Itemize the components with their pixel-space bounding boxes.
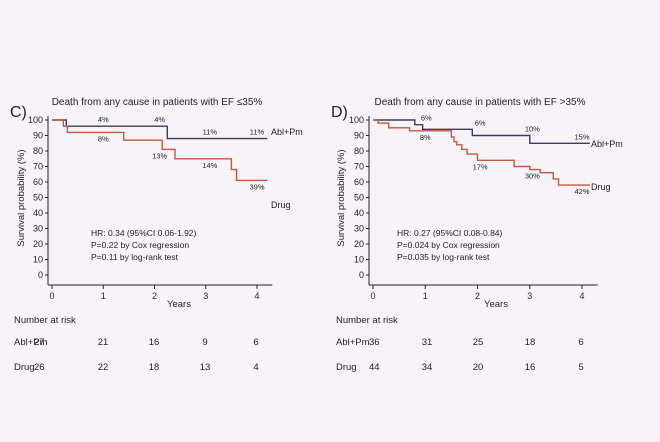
chart-title: Death from any cause in patients with EF…	[375, 97, 586, 108]
y-tick-label: 50	[354, 193, 364, 203]
x-tick-label: 0	[370, 291, 375, 301]
annotation-label: 4%	[98, 115, 109, 124]
risk-value: 18	[149, 362, 160, 373]
x-tick-label: 3	[203, 291, 208, 301]
x-tick-label: 2	[475, 291, 480, 301]
risk-value: 22	[98, 362, 109, 373]
y-tick-label: 0	[359, 270, 364, 280]
risk-value: 4	[253, 362, 258, 373]
risk-value: 36	[369, 337, 380, 348]
y-axis-label: Survival probability (%)	[16, 149, 27, 246]
risk-row-label: Drug	[336, 362, 357, 373]
y-tick-label: 60	[33, 177, 43, 187]
risk-value: 31	[422, 337, 433, 348]
annotation-label: 4%	[154, 115, 165, 124]
y-tick-label: 10	[33, 255, 43, 265]
annotation-label: 17%	[473, 162, 488, 171]
series-label: Drug	[591, 182, 611, 192]
risk-row-label: Abl+Pm	[14, 337, 48, 348]
panel-label: D)	[331, 104, 348, 121]
x-tick-label: 4	[579, 291, 584, 301]
series-line-drug	[52, 119, 268, 182]
series-label: Abl+Pm	[591, 139, 623, 149]
annotation-label: 10%	[525, 125, 540, 134]
risk-value: 25	[473, 337, 484, 348]
risk-value: 44	[369, 362, 380, 373]
risk-value: 16	[525, 362, 536, 373]
panel-d: D) Death from any cause in patients with…	[331, 97, 623, 373]
y-tick-label: 10	[354, 255, 364, 265]
y-tick-label: 60	[354, 177, 364, 187]
y-tick-label: 30	[354, 224, 364, 234]
series-label: Drug	[271, 200, 291, 210]
y-tick-label: 90	[33, 131, 43, 141]
annotation-label: 6%	[475, 118, 486, 127]
annotation-label: 11%	[250, 128, 265, 137]
risk-table-header: Number at risk	[14, 315, 76, 326]
x-tick-label: 2	[152, 291, 157, 301]
series-line-drug	[373, 119, 590, 186]
risk-value: 13	[200, 362, 211, 373]
y-tick-label: 90	[354, 131, 364, 141]
x-tick-label: 1	[423, 291, 428, 301]
chart-title: Death from any cause in patients with EF…	[52, 97, 263, 108]
risk-value: 6	[578, 337, 583, 348]
risk-value: 20	[473, 362, 484, 373]
risk-value: 6	[253, 337, 258, 348]
annotation-label: 14%	[202, 161, 217, 170]
y-tick-label: 0	[38, 270, 43, 280]
risk-value: 5	[578, 362, 583, 373]
risk-value: 27	[34, 337, 45, 348]
y-tick-label: 100	[28, 115, 43, 125]
annotation-label: 13%	[152, 151, 167, 160]
risk-value: 9	[202, 337, 207, 348]
risk-row-label: Drug	[14, 362, 35, 373]
series-label: Abl+Pm	[271, 127, 303, 137]
panel-c: C) Death from any cause in patients with…	[10, 97, 303, 373]
annotation-label: 11%	[203, 128, 218, 137]
x-tick-label: 0	[49, 291, 54, 301]
x-tick-label: 3	[527, 291, 532, 301]
risk-value: 16	[149, 337, 160, 348]
annotation-label: 30%	[525, 172, 540, 181]
y-tick-label: 70	[33, 162, 43, 172]
x-axis-label: Years	[167, 299, 191, 310]
y-tick-label: 30	[33, 224, 43, 234]
x-axis-label: Years	[484, 299, 508, 310]
annotation-label: 15%	[574, 132, 589, 141]
risk-value: 21	[98, 337, 109, 348]
annotation-label: 42%	[574, 187, 589, 196]
risk-value: 34	[422, 362, 433, 373]
risk-value: 18	[525, 337, 536, 348]
stats-cox: P=0.22 by Cox regression	[91, 240, 189, 250]
annotation-label: 39%	[249, 182, 264, 191]
stats-hr: HR: 0.34 (95%CI 0.06-1.92)	[91, 228, 197, 238]
x-tick-label: 1	[101, 291, 106, 301]
annotation-label: 6%	[421, 114, 432, 123]
y-tick-label: 100	[349, 115, 364, 125]
y-tick-label: 50	[33, 193, 43, 203]
y-tick-label: 40	[354, 208, 364, 218]
annotation-label: 8%	[98, 134, 109, 143]
y-tick-label: 80	[33, 146, 43, 156]
y-tick-label: 20	[33, 239, 43, 249]
risk-value: 26	[34, 362, 45, 373]
stats-hr: HR: 0.27 (95%CI 0.08-0.84)	[397, 228, 503, 238]
y-tick-label: 40	[33, 208, 43, 218]
stats-cox: P=0.024 by Cox regression	[397, 240, 500, 250]
annotation-label: 8%	[420, 133, 431, 142]
x-tick-label: 4	[254, 291, 259, 301]
series-line-abl-pm	[373, 119, 590, 144]
y-axis-label: Survival probability (%)	[336, 149, 347, 246]
risk-row-label: Abl+Pm	[336, 337, 370, 348]
y-tick-label: 80	[354, 146, 364, 156]
stats-logrank: P=0.035 by log-rank test	[397, 252, 490, 262]
y-tick-label: 70	[354, 162, 364, 172]
panel-label: C)	[10, 104, 27, 121]
stats-logrank: P=0.11 by log-rank test	[91, 252, 179, 262]
risk-table-header: Number at risk	[336, 315, 398, 326]
y-tick-label: 20	[354, 239, 364, 249]
